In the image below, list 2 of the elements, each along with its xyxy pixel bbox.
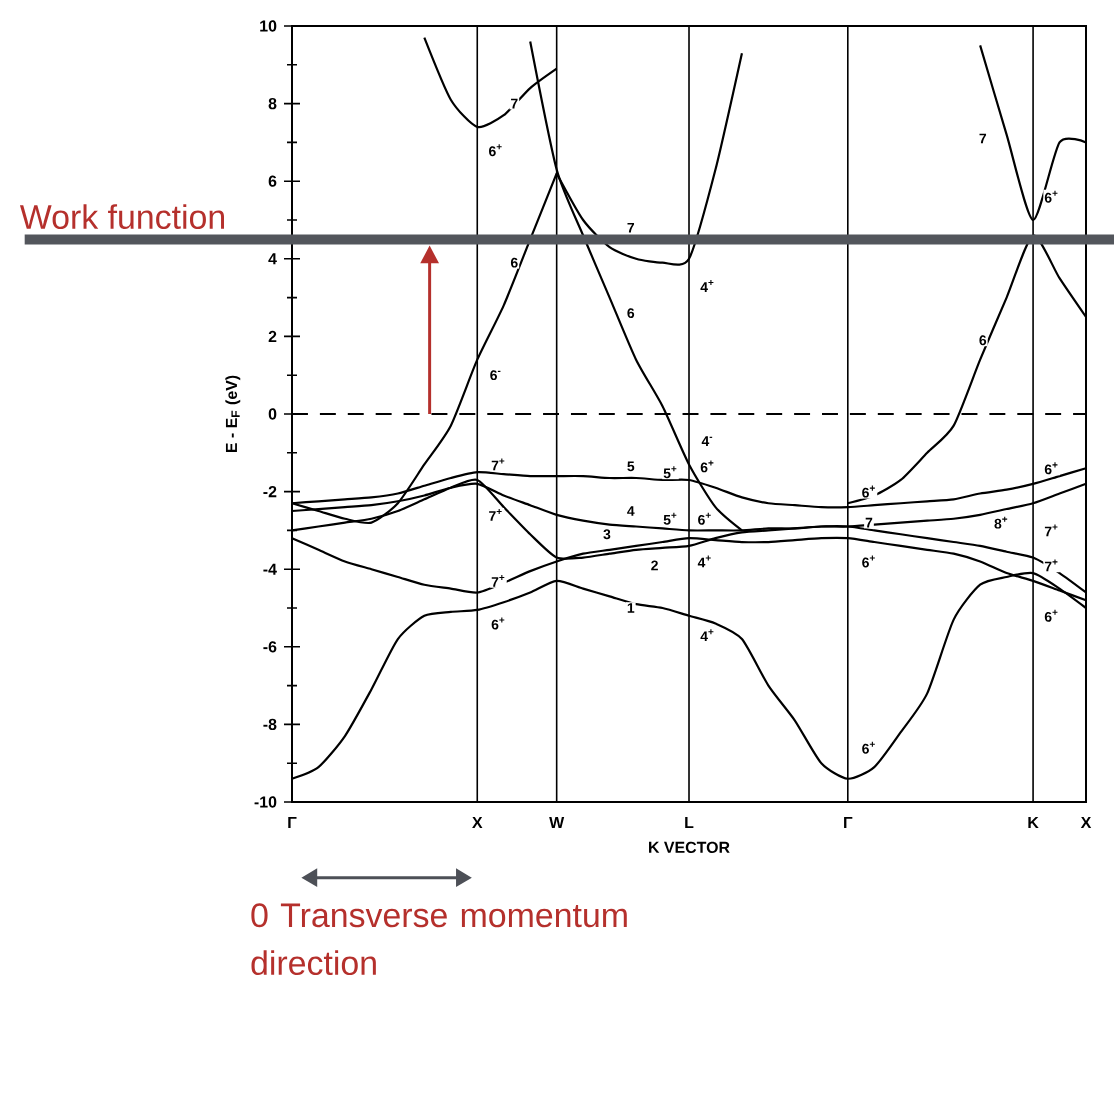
ref-line-label: Work function (19, 204, 224, 230)
text: 0 Transverse momentum direction (251, 903, 627, 976)
